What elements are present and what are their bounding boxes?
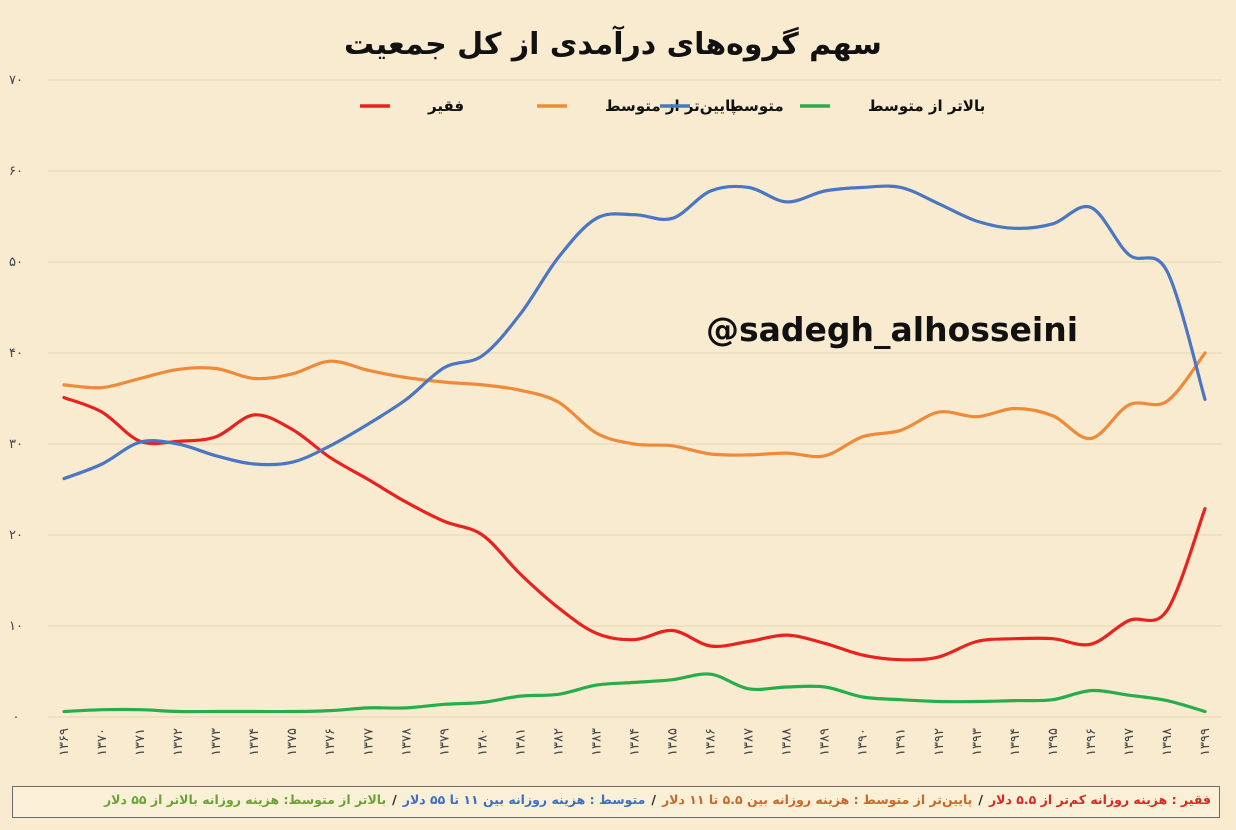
grid <box>48 79 1222 718</box>
x-tick-label: ۱۳۸۴ <box>628 728 643 756</box>
footnote-separator: / <box>978 792 983 807</box>
x-tick-label: ۱۳۸۹ <box>818 728 833 756</box>
footnote-lower: پایین‌تر از متوسط : هزینه روزانه بین ۵.۵… <box>661 792 973 807</box>
x-tick-label: ۱۳۸۵ <box>666 728 681 756</box>
x-tick-label: ۱۳۷۱ <box>133 728 148 756</box>
x-tick-label: ۱۳۸۲ <box>551 728 566 756</box>
series-poor-line <box>62 395 1207 662</box>
x-tick-label: ۱۳۷۵ <box>285 728 300 756</box>
chart-title: سهم گروه‌های درآمدی از کل جمعیت <box>344 25 882 62</box>
x-tick-label: ۱۳۸۰ <box>475 728 490 756</box>
x-tick-label: ۱۳۹۷ <box>1122 728 1137 756</box>
x-tick-label: ۱۳۸۷ <box>742 728 757 756</box>
x-tick-label: ۱۳۷۹ <box>437 728 452 756</box>
x-tick-label: ۱۳۹۳ <box>970 728 985 756</box>
x-tick-label: ۱۳۸۳ <box>589 728 604 756</box>
x-tick-label: ۱۳۸۱ <box>513 728 528 756</box>
y-tick-label: ۱۰ <box>9 619 23 634</box>
x-tick-label: ۱۳۹۹ <box>1198 728 1213 756</box>
definitions-footnote: فقیر : هزینه روزانه کم‌تر از ۵.۵ دلار / پا… <box>12 786 1220 818</box>
y-tick-label: ۲۰ <box>9 528 23 543</box>
series-lower-middle-line <box>62 351 1207 459</box>
x-tick-label: ۱۳۹۸ <box>1160 728 1175 756</box>
series-middle-line <box>62 184 1207 481</box>
x-axis: ۱۳۶۹ ۱۳۷۰ ۱۳۷۱ ۱۳۷۲ ۱۳۷۳ ۱۳۷۴ ۱۳۷۵ ۱۳۷۶ ۱۳۷۷ ۱۳۷۸… <box>57 728 1213 756</box>
watermark-handle: @sadegh_alhosseini <box>706 310 1078 349</box>
y-tick-label: ۴۰ <box>9 346 23 361</box>
legend-label: بالاتر از متوسط <box>868 97 985 115</box>
series-upper-middle-line <box>62 672 1207 714</box>
y-tick-label: ۷۰ <box>9 73 23 88</box>
x-tick-label: ۱۳۷۷ <box>361 728 376 756</box>
x-tick-label: ۱۳۷۴ <box>247 728 262 756</box>
legend-label: متوسط <box>728 97 784 115</box>
footnote-upper: بالاتر از متوسط: هزینه روزانه بالاتر از … <box>103 792 387 807</box>
x-tick-label: ۱۳۹۵ <box>1046 728 1061 756</box>
x-tick-label: ۱۳۷۶ <box>323 728 338 756</box>
x-tick-label: ۱۳۹۴ <box>1008 728 1023 756</box>
y-tick-label: ۰ <box>13 710 20 725</box>
y-axis: ۰ ۱۰ ۲۰ ۳۰ ۴۰ ۵۰ ۶۰ ۷۰ <box>9 73 23 725</box>
chart-svg: ۰ ۱۰ ۲۰ ۳۰ ۴۰ ۵۰ ۶۰ ۷۰ ۱۳۶۹ ۱۳۷۰ ۱۳۷۱ ۱۳۷۲ ۱۳۷۳ ۱۳۷۴… <box>9 25 1222 756</box>
y-tick-label: ۵۰ <box>9 255 23 270</box>
footnote-poor: فقیر : هزینه روزانه کم‌تر از ۵.۵ دلار <box>988 792 1211 807</box>
x-tick-label: ۱۳۷۳ <box>209 728 224 756</box>
x-tick-label: ۱۳۸۶ <box>704 728 719 756</box>
x-tick-label: ۱۳۷۲ <box>171 728 186 756</box>
footnote-middle: متوسط : هزینه روزانه بین ۱۱ تا ۵۵ دلار <box>402 792 646 807</box>
footnote-separator: / <box>651 792 656 807</box>
y-tick-label: ۶۰ <box>9 164 23 179</box>
footnote-separator: / <box>392 792 397 807</box>
x-tick-label: ۱۳۹۱ <box>894 728 909 756</box>
plot-area <box>62 184 1207 714</box>
x-tick-label: ۱۳۹۶ <box>1084 728 1099 756</box>
x-tick-label: ۱۳۶۹ <box>57 728 72 756</box>
x-tick-label: ۱۳۷۸ <box>399 728 414 756</box>
x-tick-label: ۱۳۸۸ <box>780 728 795 756</box>
x-tick-label: ۱۳۹۲ <box>932 728 947 756</box>
x-tick-label: ۱۳۷۰ <box>95 728 110 756</box>
legend-label: فقیر <box>427 97 464 115</box>
x-tick-label: ۱۳۹۰ <box>856 728 871 756</box>
y-tick-label: ۳۰ <box>9 437 23 452</box>
